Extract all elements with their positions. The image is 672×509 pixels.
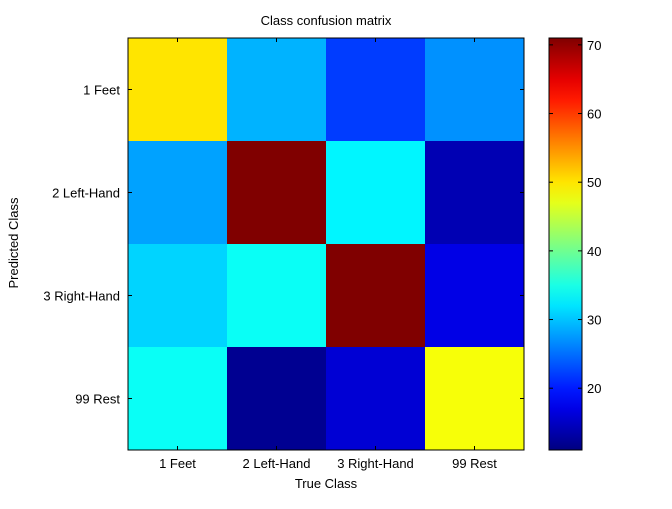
y-tick-label: 1 Feet <box>83 83 120 98</box>
colorbar-tick-label: 60 <box>587 107 601 122</box>
x-tick-label: 3 Right-Hand <box>337 456 414 471</box>
heatmap-cell <box>227 347 327 451</box>
heatmap-cells <box>127 37 525 451</box>
x-tick-label: 2 Left-Hand <box>243 456 311 471</box>
heatmap-cell <box>128 141 228 245</box>
heatmap-cell <box>425 141 525 245</box>
x-tick-label: 1 Feet <box>159 456 196 471</box>
heatmap-cell <box>326 244 426 348</box>
y-tick-label: 99 Rest <box>75 392 120 407</box>
colorbar-tick-label: 50 <box>587 175 601 190</box>
heatmap-cell <box>128 38 228 142</box>
y-axis-label: Predicted Class <box>6 197 21 289</box>
heatmap-cell <box>425 347 525 451</box>
colorbar-tick-label: 40 <box>587 244 601 259</box>
heatmap-cell <box>326 38 426 142</box>
colorbar-tick-label: 70 <box>587 38 601 53</box>
heatmap-cell <box>425 38 525 142</box>
y-tick-labels: 1 Feet 2 Left-Hand 3 Right-Hand 99 Rest <box>43 83 524 407</box>
colorbar-tick-label: 20 <box>587 381 601 396</box>
heatmap-cell <box>227 38 327 142</box>
plot-frame <box>127 37 525 451</box>
colorbar-tick-label: 30 <box>587 313 601 328</box>
x-tick-label: 99 Rest <box>452 456 497 471</box>
heatmap-cell <box>326 141 426 245</box>
x-tick-labels: 1 Feet 2 Left-Hand 3 Right-Hand 99 Rest <box>159 38 497 471</box>
heatmap-cell <box>128 244 228 348</box>
y-tick-label: 2 Left-Hand <box>52 186 120 201</box>
colorbar-gradient <box>548 37 583 451</box>
heatmap-cell <box>227 244 327 348</box>
heatmap-cell <box>128 347 228 451</box>
heatmap-cell <box>227 141 327 245</box>
colorbar: 20 30 40 50 60 70 <box>548 37 601 451</box>
heatmap-cell <box>425 244 525 348</box>
chart-title: Class confusion matrix <box>261 13 392 28</box>
heatmap-cell <box>326 347 426 451</box>
y-tick-label: 3 Right-Hand <box>43 289 120 304</box>
x-axis-label: True Class <box>295 476 358 491</box>
